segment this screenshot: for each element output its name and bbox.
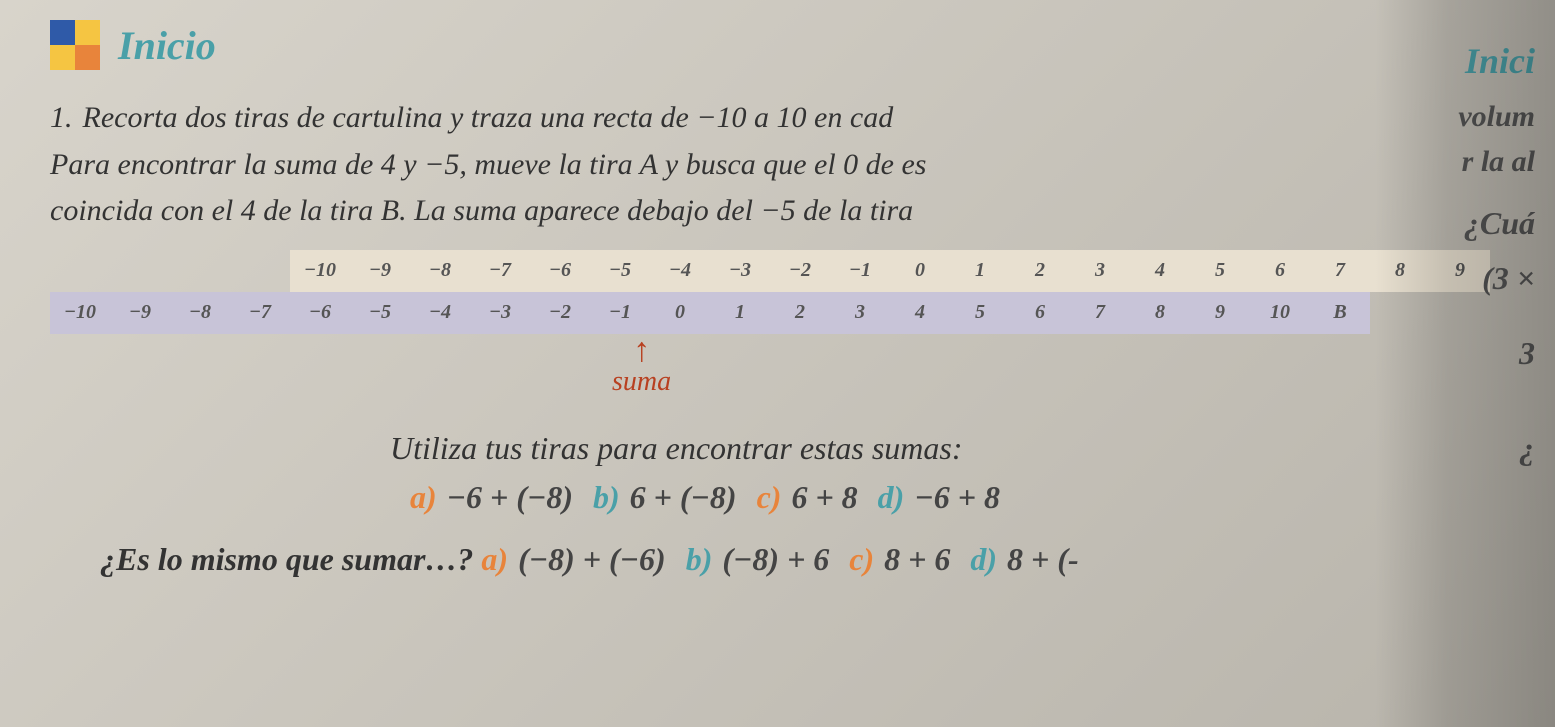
- side-fragment: 3: [1519, 335, 1535, 372]
- side-fragment: Inici: [1465, 40, 1535, 82]
- option-label: a): [481, 541, 516, 577]
- strip-a-cell: 9: [1430, 250, 1490, 292]
- question-text: 1. Recorta dos tiras de cartulina y traza…: [50, 95, 1430, 235]
- option-expression: 6 + 8: [791, 479, 857, 515]
- question-line: Para encontrar la suma de 4 y −5, mueve …: [50, 148, 926, 181]
- strip-a-cell: 4: [1130, 250, 1190, 292]
- strip-b-cell: −4: [410, 292, 470, 334]
- strip-b-cell: 0: [650, 292, 710, 334]
- strip-a-cell: 2: [1010, 250, 1070, 292]
- option-expression: (−8) + 6: [722, 541, 829, 577]
- strip-b-cell: −8: [170, 292, 230, 334]
- strip-b-cell: −7: [230, 292, 290, 334]
- strip-b-cell: B: [1310, 292, 1370, 334]
- inicio-logo-icon: [50, 20, 100, 70]
- strip-a: −10−9−8−7−6−5−4−3−2−10123456789: [290, 250, 1490, 292]
- option-label: d): [970, 541, 1005, 577]
- option-label: b): [686, 541, 721, 577]
- strip-b-cell: 9: [1190, 292, 1250, 334]
- option-label: d): [878, 479, 913, 515]
- logo-quadrant: [50, 45, 75, 70]
- option-expression: (−8) + (−6): [518, 541, 666, 577]
- side-fragment: ¿: [1519, 430, 1535, 467]
- question-line: Recorta dos tiras de cartulina y traza u…: [83, 101, 894, 134]
- strip-a-cell: 7: [1310, 250, 1370, 292]
- number-strips: −10−9−8−7−6−5−4−3−2−10123456789 −10−9−8−…: [50, 250, 1515, 360]
- arrow-label: suma: [612, 366, 671, 398]
- row2-lead: ¿Es lo mismo que sumar…?: [100, 541, 473, 577]
- strip-b-cell: −2: [530, 292, 590, 334]
- strip-b-cell: −9: [110, 292, 170, 334]
- option-label: c): [849, 541, 882, 577]
- strip-a-cell: 5: [1190, 250, 1250, 292]
- question-number: 1.: [50, 101, 73, 134]
- strip-b-cell: 1: [710, 292, 770, 334]
- strip-a-cell: −10: [290, 250, 350, 292]
- arrow-up-icon: ↑: [612, 336, 671, 367]
- logo-quadrant: [75, 20, 100, 45]
- suma-arrow: ↑ suma: [612, 336, 671, 399]
- side-fragment: r la al: [1462, 145, 1535, 179]
- logo-quadrant: [75, 45, 100, 70]
- strip-a-cell: 8: [1370, 250, 1430, 292]
- strip-a-cell: −1: [830, 250, 890, 292]
- section-title: Inicio: [118, 22, 216, 69]
- options-row-2: ¿Es lo mismo que sumar…? a) (−8) + (−6) b…: [100, 541, 1515, 578]
- strip-b-cell: 3: [830, 292, 890, 334]
- option-expression: 6 + (−8): [630, 479, 737, 515]
- strip-a-cell: −8: [410, 250, 470, 292]
- question-line: coincida con el 4 de la tira B. La suma …: [50, 194, 913, 227]
- option-label: b): [593, 479, 628, 515]
- strip-b-cell: −10: [50, 292, 110, 334]
- header: Inicio: [50, 20, 1515, 70]
- option-label: a): [410, 479, 445, 515]
- side-fragment: ¿Cuá: [1464, 205, 1535, 242]
- strip-b-cell: 8: [1130, 292, 1190, 334]
- strip-b-cell: −1: [590, 292, 650, 334]
- strip-b-cell: 10: [1250, 292, 1310, 334]
- option-expression: −6 + 8: [914, 479, 1000, 515]
- strip-b-cell: 4: [890, 292, 950, 334]
- strip-b-cell: 2: [770, 292, 830, 334]
- strip-b-cell: −6: [290, 292, 350, 334]
- strip-a-cell: 1: [950, 250, 1010, 292]
- strip-b: −10−9−8−7−6−5−4−3−2−1012345678910B: [50, 292, 1370, 334]
- strip-b-cell: 5: [950, 292, 1010, 334]
- strip-a-cell: −5: [590, 250, 650, 292]
- side-fragment: (3 ×: [1482, 260, 1535, 297]
- strip-a-cell: −2: [770, 250, 830, 292]
- strip-a-cell: 3: [1070, 250, 1130, 292]
- strip-a-cell: 6: [1250, 250, 1310, 292]
- side-fragment: volum: [1458, 100, 1535, 134]
- exercise-instruction: Utiliza tus tiras para encontrar estas s…: [390, 430, 1515, 467]
- strip-a-cell: −9: [350, 250, 410, 292]
- option-label: c): [757, 479, 790, 515]
- logo-quadrant: [50, 20, 75, 45]
- strip-b-cell: 7: [1070, 292, 1130, 334]
- option-expression: 8 + 6: [884, 541, 950, 577]
- strip-a-cell: −4: [650, 250, 710, 292]
- strip-a-cell: 0: [890, 250, 950, 292]
- option-expression: 8 + (-: [1007, 541, 1079, 577]
- strip-b-cell: −5: [350, 292, 410, 334]
- strip-b-cell: 6: [1010, 292, 1070, 334]
- strip-a-cell: −7: [470, 250, 530, 292]
- options-row-1: a) −6 + (−8) b) 6 + (−8) c) 6 + 8 d) −6 + 8: [410, 479, 1515, 516]
- option-expression: −6 + (−8): [447, 479, 573, 515]
- strip-a-cell: −3: [710, 250, 770, 292]
- strip-a-cell: −6: [530, 250, 590, 292]
- strip-b-cell: −3: [470, 292, 530, 334]
